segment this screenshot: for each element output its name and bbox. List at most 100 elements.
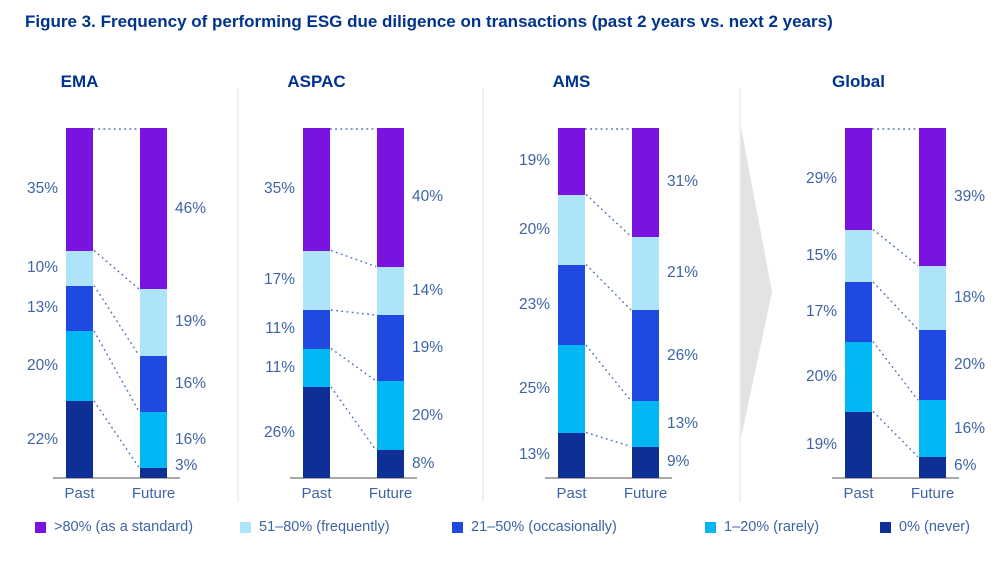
bar-segment bbox=[303, 348, 330, 387]
bar-segment bbox=[558, 128, 585, 195]
bar-segment bbox=[919, 265, 946, 330]
panel-header-ams: AMS bbox=[552, 72, 591, 91]
connector-line bbox=[585, 431, 632, 448]
segment-value-label: 39% bbox=[954, 187, 986, 205]
segment-value-label: 11% bbox=[265, 320, 295, 338]
segment-value-label: 19% bbox=[805, 435, 837, 453]
segment-value-label: 29% bbox=[805, 169, 837, 187]
connector-line bbox=[330, 347, 377, 382]
bar-segment bbox=[140, 467, 167, 478]
segment-value-label: 23% bbox=[518, 295, 550, 313]
bar-segment bbox=[845, 128, 872, 230]
bar-segment bbox=[845, 229, 872, 282]
panel-header-aspac: ASPAC bbox=[287, 72, 346, 91]
bar-segment bbox=[632, 236, 659, 310]
bar-segment bbox=[558, 432, 585, 478]
axis-label-future: Future bbox=[131, 485, 176, 502]
segment-value-label: 16% bbox=[175, 374, 207, 392]
segment-value-label: 17% bbox=[263, 271, 295, 289]
connector-line bbox=[330, 309, 377, 316]
bar-segment bbox=[632, 310, 659, 401]
connector-line bbox=[330, 386, 377, 451]
bar-segment bbox=[845, 341, 872, 412]
segment-value-label: 8% bbox=[412, 455, 435, 473]
figure-title: Figure 3. Frequency of performing ESG du… bbox=[25, 12, 833, 31]
segment-value-label: 19% bbox=[175, 313, 207, 331]
connector-line bbox=[872, 411, 919, 458]
bar-segment bbox=[632, 128, 659, 237]
connector-line bbox=[585, 344, 632, 402]
bar-segment bbox=[140, 355, 167, 412]
bar-segment bbox=[303, 310, 330, 349]
bar-segment bbox=[66, 128, 93, 251]
connector-line bbox=[93, 285, 140, 356]
bar-segment bbox=[377, 380, 404, 451]
segment-value-label: 14% bbox=[412, 281, 444, 299]
bar-segment bbox=[845, 411, 872, 478]
segment-value-label: 6% bbox=[954, 457, 977, 474]
connector-line bbox=[93, 400, 140, 468]
connector-line bbox=[872, 341, 919, 401]
axis-label-future: Future bbox=[623, 485, 668, 502]
segment-value-label: 25% bbox=[518, 379, 550, 397]
segment-value-label: 40% bbox=[412, 188, 444, 206]
bar-segment bbox=[303, 250, 330, 310]
segment-value-label: 18% bbox=[954, 288, 986, 306]
axis-label-past: Past bbox=[556, 485, 587, 502]
connector-line bbox=[585, 264, 632, 311]
segment-value-label: 19% bbox=[518, 152, 550, 170]
transition-arrow bbox=[741, 127, 772, 438]
bar-segment bbox=[66, 285, 93, 331]
bar-segment bbox=[377, 315, 404, 381]
bar-segment bbox=[140, 128, 167, 289]
bar-segment bbox=[140, 411, 167, 468]
bar-segment bbox=[558, 194, 585, 265]
bar-segment bbox=[919, 456, 946, 478]
bar-segment bbox=[558, 345, 585, 433]
segment-value-label: 26% bbox=[263, 423, 295, 441]
bar-segment bbox=[303, 128, 330, 251]
bar-segment bbox=[377, 450, 404, 478]
axis-label-past: Past bbox=[301, 485, 332, 502]
bar-segment bbox=[377, 266, 404, 316]
bar-segment bbox=[377, 128, 404, 267]
segment-value-label: 3% bbox=[175, 457, 198, 474]
axis-label-past: Past bbox=[64, 485, 95, 502]
bar-segment bbox=[140, 289, 167, 356]
segment-value-label: 11% bbox=[265, 358, 295, 376]
bar-segment bbox=[558, 264, 585, 345]
bar-segment bbox=[919, 128, 946, 266]
connector-line bbox=[93, 249, 140, 290]
connector-line bbox=[330, 249, 377, 268]
segment-value-label: 20% bbox=[26, 357, 58, 374]
segment-value-label: 10% bbox=[26, 259, 58, 276]
segment-value-label: 20% bbox=[412, 406, 444, 424]
connector-line bbox=[93, 330, 140, 412]
segment-value-label: 31% bbox=[667, 173, 699, 191]
segment-value-label: 20% bbox=[518, 220, 550, 238]
segment-value-label: 13% bbox=[518, 446, 550, 464]
axis-label-past: Past bbox=[843, 485, 874, 502]
segment-value-label: 9% bbox=[667, 453, 690, 471]
segment-value-label: 46% bbox=[175, 199, 207, 217]
connector-line bbox=[872, 228, 919, 267]
bar-segment bbox=[845, 282, 872, 342]
bar-segment bbox=[66, 401, 93, 478]
axis-label-future: Future bbox=[368, 485, 413, 502]
bar-segment bbox=[632, 401, 659, 447]
connector-line bbox=[872, 281, 919, 330]
segment-value-label: 22% bbox=[26, 430, 58, 448]
segment-value-label: 13% bbox=[26, 299, 58, 317]
bar-segment bbox=[632, 446, 659, 478]
bar-segment bbox=[66, 331, 93, 401]
bar-segment bbox=[919, 400, 946, 457]
bar-segment bbox=[66, 250, 93, 286]
segment-value-label: 13% bbox=[667, 414, 699, 432]
segment-value-label: 19% bbox=[412, 339, 444, 357]
segment-value-label: 16% bbox=[954, 419, 986, 437]
panel-header-global: Global bbox=[832, 72, 885, 91]
segment-value-label: 16% bbox=[175, 430, 207, 448]
connector-line bbox=[585, 193, 632, 238]
segment-value-label: 15% bbox=[805, 246, 837, 264]
